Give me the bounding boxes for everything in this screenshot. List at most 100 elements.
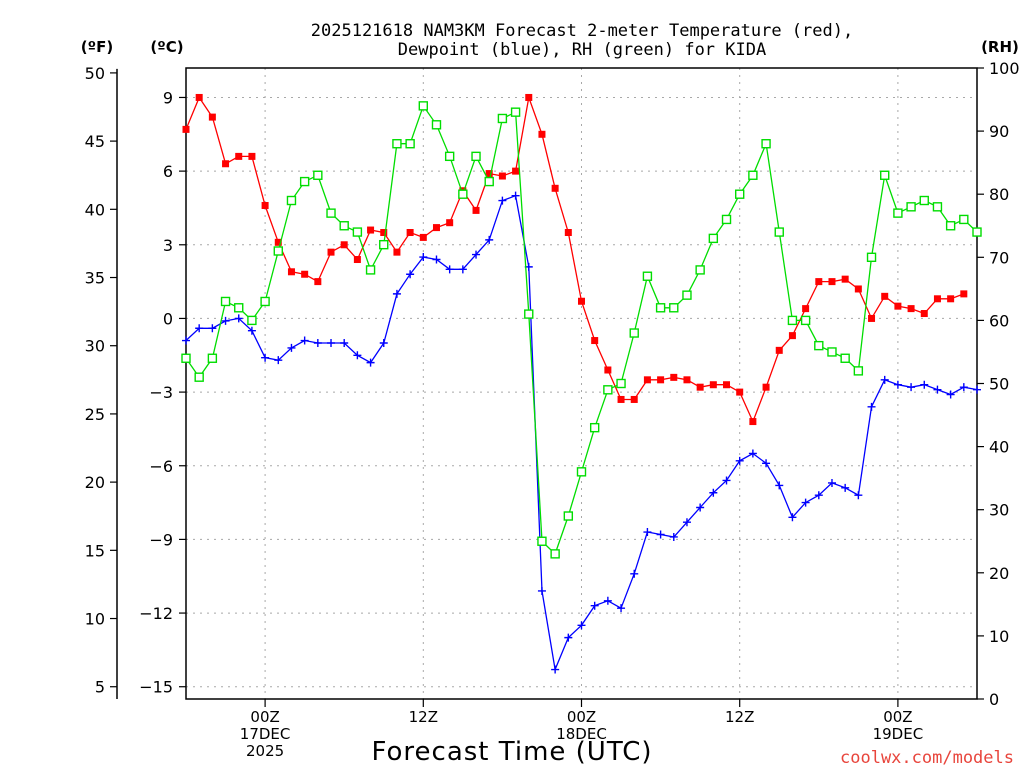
data-point bbox=[763, 384, 770, 391]
rh-tick-label: 100 bbox=[989, 59, 1020, 78]
data-point bbox=[775, 481, 783, 489]
data-point bbox=[960, 383, 968, 391]
data-point bbox=[894, 209, 902, 217]
x-tick-label: 00Z bbox=[250, 708, 279, 726]
data-point bbox=[578, 468, 586, 476]
fahrenheit-tick-label: 20 bbox=[85, 473, 105, 492]
data-point bbox=[367, 266, 375, 274]
x-tick-label: 17DEC bbox=[240, 725, 291, 743]
data-point bbox=[617, 380, 625, 388]
data-point bbox=[868, 315, 875, 322]
data-point bbox=[604, 386, 612, 394]
data-point bbox=[815, 278, 822, 285]
data-point bbox=[802, 316, 810, 324]
data-point bbox=[683, 376, 690, 383]
meteogram-chart: 2025121618 NAM3KM Forecast 2-meter Tempe… bbox=[0, 0, 1024, 768]
data-point bbox=[908, 305, 915, 312]
data-point bbox=[631, 396, 638, 403]
data-point bbox=[512, 192, 520, 200]
x-tick-label: 12Z bbox=[725, 708, 754, 726]
data-point bbox=[881, 171, 889, 179]
data-point bbox=[538, 537, 546, 545]
fahrenheit-tick-label: 45 bbox=[85, 132, 105, 151]
data-point bbox=[472, 152, 480, 160]
data-point bbox=[776, 347, 783, 354]
data-point bbox=[248, 153, 255, 160]
x-tick-label: 00Z bbox=[883, 708, 912, 726]
rh-tick-label: 30 bbox=[989, 501, 1009, 520]
data-point bbox=[196, 94, 203, 101]
celsius-tick-label: −12 bbox=[139, 604, 173, 623]
data-point bbox=[552, 185, 559, 192]
data-point bbox=[406, 140, 414, 148]
data-point bbox=[841, 484, 849, 492]
data-point bbox=[604, 597, 612, 605]
data-point bbox=[432, 121, 440, 129]
data-point bbox=[921, 310, 928, 317]
data-point bbox=[657, 304, 665, 312]
rh-tick-label: 50 bbox=[989, 375, 1009, 394]
data-point bbox=[565, 229, 572, 236]
data-point bbox=[934, 295, 941, 302]
data-point bbox=[301, 178, 309, 186]
data-point bbox=[209, 114, 216, 121]
data-point bbox=[222, 297, 230, 305]
data-point bbox=[749, 418, 756, 425]
data-point bbox=[591, 424, 599, 432]
data-point bbox=[393, 249, 400, 256]
data-point bbox=[644, 376, 651, 383]
data-point bbox=[380, 241, 388, 249]
data-point bbox=[420, 234, 427, 241]
data-point bbox=[407, 229, 414, 236]
data-point bbox=[353, 228, 361, 236]
data-point bbox=[261, 354, 269, 362]
data-point bbox=[498, 197, 506, 205]
data-point bbox=[802, 305, 809, 312]
fahrenheit-tick-label: 25 bbox=[85, 405, 105, 424]
data-point bbox=[973, 386, 981, 394]
celsius-tick-label: −3 bbox=[149, 383, 173, 402]
series-line bbox=[186, 98, 964, 422]
data-point bbox=[788, 316, 796, 324]
data-point bbox=[933, 203, 941, 211]
rh-tick-label: 40 bbox=[989, 438, 1009, 457]
data-point bbox=[618, 396, 625, 403]
data-point bbox=[881, 293, 888, 300]
data-point bbox=[301, 271, 308, 278]
data-point bbox=[723, 215, 731, 223]
celsius-tick-label: −9 bbox=[149, 530, 173, 549]
data-point bbox=[473, 207, 480, 214]
fahrenheit-tick-label: 5 bbox=[95, 678, 105, 697]
data-point bbox=[947, 295, 954, 302]
data-point bbox=[894, 381, 902, 389]
data-point bbox=[327, 209, 335, 217]
data-point bbox=[393, 290, 401, 298]
fahrenheit-tick-label: 50 bbox=[85, 64, 105, 83]
data-point bbox=[697, 384, 704, 391]
data-point bbox=[828, 278, 835, 285]
data-point bbox=[894, 303, 901, 310]
data-point bbox=[419, 102, 427, 110]
celsius-tick-label: −15 bbox=[139, 678, 173, 697]
data-point bbox=[723, 381, 730, 388]
data-point bbox=[696, 266, 704, 274]
data-point bbox=[538, 131, 545, 138]
data-point bbox=[525, 310, 533, 318]
x-tick-label: 19DEC bbox=[873, 725, 924, 743]
data-point bbox=[630, 570, 638, 578]
data-point bbox=[775, 228, 783, 236]
data-point bbox=[960, 215, 968, 223]
data-point bbox=[367, 227, 374, 234]
data-point bbox=[393, 140, 401, 148]
data-point bbox=[235, 304, 243, 312]
data-point bbox=[183, 126, 190, 133]
data-point bbox=[327, 339, 335, 347]
celsius-tick-label: 9 bbox=[163, 88, 173, 107]
data-point bbox=[459, 190, 467, 198]
data-point bbox=[617, 604, 625, 612]
fahrenheit-tick-label: 40 bbox=[85, 200, 105, 219]
data-point bbox=[947, 391, 955, 399]
data-point bbox=[433, 224, 440, 231]
data-point bbox=[222, 160, 229, 167]
data-point bbox=[736, 190, 744, 198]
